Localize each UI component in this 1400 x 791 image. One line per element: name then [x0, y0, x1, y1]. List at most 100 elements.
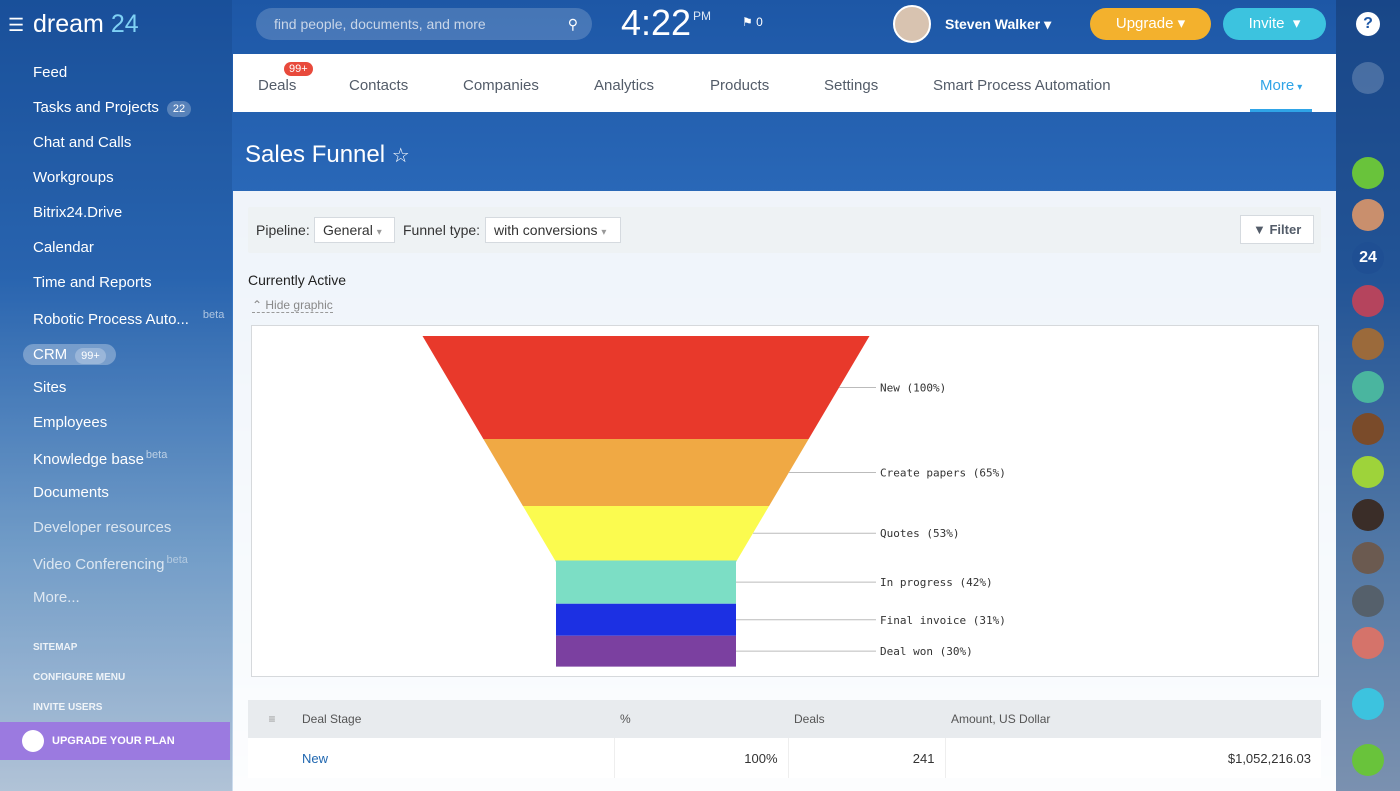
menu-item[interactable]: Calendar: [33, 239, 94, 256]
search-placeholder: find people, documents, and more: [274, 16, 486, 32]
menu-item[interactable]: Video Conferencing beta: [33, 554, 188, 573]
tab[interactable]: Smart Process Automation: [933, 77, 1111, 94]
stage-label: Create papers (65%): [880, 466, 1006, 479]
menu-icon[interactable]: ☰: [8, 15, 25, 35]
chat-24-text: 24: [1359, 249, 1377, 266]
avatar[interactable]: [893, 5, 931, 43]
tab[interactable]: Companies: [463, 77, 539, 94]
chat-avatar[interactable]: [1352, 413, 1384, 445]
column-header: Deals: [794, 712, 825, 726]
funnel-stage: [555, 560, 737, 604]
tab-label: Smart Process Automation: [933, 77, 1111, 94]
column-header: %: [620, 712, 631, 726]
chat-avatar[interactable]: [1352, 328, 1384, 360]
lock-chat[interactable]: [1352, 371, 1384, 403]
menu-item[interactable]: Sites: [33, 379, 66, 396]
tab-label: Companies: [463, 77, 539, 94]
menu-label: Robotic Process Auto...: [33, 311, 189, 328]
chat-avatar[interactable]: [1352, 585, 1384, 617]
funnel-type-select[interactable]: with conversions ▾: [485, 217, 621, 243]
lock-chat[interactable]: [1352, 157, 1384, 189]
tab-label: Analytics: [594, 77, 655, 94]
tab[interactable]: Settings: [824, 77, 878, 94]
tab[interactable]: Products: [710, 77, 769, 94]
table-row: New 100% 241 $1,052,216.03: [248, 738, 1321, 778]
tab-label: Settings: [824, 77, 879, 94]
help-icon[interactable]: ?: [1356, 12, 1380, 36]
lock-chat[interactable]: [1352, 627, 1384, 659]
menu-label: Documents: [33, 484, 109, 501]
table-cell[interactable]: New: [302, 750, 329, 766]
menu-item[interactable]: Bitrix24.Drive: [33, 204, 122, 221]
tab[interactable]: Deals 99+: [258, 62, 313, 94]
column-header: Deal Stage: [302, 712, 362, 726]
menu-item[interactable]: Knowledge base beta: [33, 449, 167, 468]
table-header: ≡ Deal Stage% Deals Amount, US Dollar: [248, 700, 1321, 738]
clock: 4:22: [621, 2, 692, 43]
menu-item[interactable]: More...: [33, 589, 80, 606]
menu-item[interactable]: Feed: [33, 64, 67, 81]
menu-item[interactable]: Robotic Process Auto... beta: [33, 309, 224, 328]
open-lines[interactable]: [1352, 688, 1384, 720]
invite-button[interactable]: Invite ▾: [1223, 8, 1326, 40]
funnel-stage: [422, 336, 870, 439]
tab[interactable]: More ▾: [1260, 77, 1302, 94]
flag-count: 0: [756, 15, 763, 29]
sidebar-link[interactable]: INVITE USERS: [33, 702, 103, 713]
search[interactable]: find people, documents, and more ⚲: [256, 8, 592, 40]
flags[interactable]: ⚑ 0: [742, 15, 763, 29]
filter-bar: [248, 207, 1321, 253]
menu-item[interactable]: Developer resources: [33, 519, 171, 536]
upgrade-button[interactable]: Upgrade ▾: [1090, 8, 1211, 40]
chat-avatar[interactable]: [1352, 456, 1384, 488]
tab-label: Deals: [258, 77, 297, 94]
chat-avatar[interactable]: [1352, 542, 1384, 574]
call-button[interactable]: [1352, 744, 1384, 776]
menu-item[interactable]: Chat and Calls: [33, 134, 131, 151]
upgrade-plan[interactable]: UPGRADE YOUR PLAN: [0, 722, 230, 760]
tab-bar: [233, 54, 1336, 112]
menu-item[interactable]: Time and Reports: [33, 274, 152, 291]
menu-label: Knowledge base: [33, 451, 144, 468]
crown-icon: [22, 730, 44, 752]
logo[interactable]: dream 24: [33, 10, 139, 39]
menu-item[interactable]: CRM 99+: [23, 344, 116, 365]
chat-avatar[interactable]: [1352, 199, 1384, 231]
menu-label: Feed: [33, 64, 68, 81]
menu-tag: beta: [145, 449, 168, 461]
menu-item[interactable]: Tasks and Projects 22: [33, 99, 192, 117]
hide-graphic-text: Hide graphic: [265, 298, 333, 312]
tab[interactable]: Analytics: [594, 77, 654, 94]
menu-item[interactable]: Workgroups: [33, 169, 114, 186]
funnel-type-value: with conversions: [494, 222, 598, 238]
tab[interactable]: Contacts: [349, 77, 408, 94]
chat-avatar[interactable]: [1352, 499, 1384, 531]
hide-graphic[interactable]: ⌃ Hide graphic: [252, 298, 333, 313]
notifications[interactable]: [1352, 62, 1384, 94]
logo-text: dream: [33, 10, 104, 38]
upgrade-text: Upgrade: [1115, 15, 1174, 32]
pipeline-select[interactable]: General ▾: [314, 217, 395, 243]
table-menu[interactable]: ≡: [268, 712, 276, 726]
pipeline-value: General: [323, 222, 373, 238]
star[interactable]: ☆: [391, 145, 410, 167]
sidebar-link[interactable]: SITEMAP: [33, 642, 78, 653]
deals-table: ≡ Deal Stage% Deals Amount, US Dollar New 10…: [248, 700, 1321, 778]
column-header: Amount, US Dollar: [951, 712, 1051, 726]
stage-label: New (100%): [880, 382, 946, 395]
funnel-stage: [556, 603, 736, 636]
chat-24[interactable]: 24: [1352, 242, 1384, 274]
chat-avatar[interactable]: [1352, 285, 1384, 317]
stage-label: Final invoice (31%): [880, 614, 1006, 627]
page-title-text: Sales Funnel: [245, 141, 386, 168]
sidebar-link[interactable]: CONFIGURE MENU: [33, 672, 126, 683]
filter-button[interactable]: ▼ Filter: [1240, 215, 1314, 244]
menu-label: Bitrix24.Drive: [33, 204, 123, 221]
user-name[interactable]: Steven Walker ▾: [945, 16, 1052, 32]
pipeline-label: Pipeline:: [256, 222, 310, 238]
menu-label: More...: [33, 589, 80, 606]
menu-item[interactable]: Documents: [33, 484, 109, 501]
menu-tag: beta: [166, 554, 188, 566]
menu-item[interactable]: Employees: [33, 414, 107, 431]
